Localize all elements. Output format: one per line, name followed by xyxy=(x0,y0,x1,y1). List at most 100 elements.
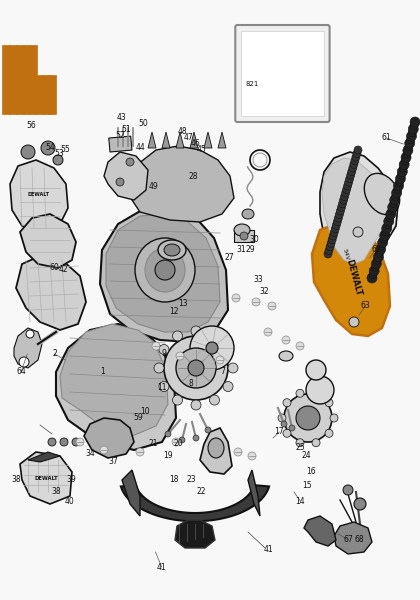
Circle shape xyxy=(401,152,411,163)
Circle shape xyxy=(283,399,291,407)
Circle shape xyxy=(53,155,63,165)
Polygon shape xyxy=(14,328,42,368)
Circle shape xyxy=(351,157,359,165)
Circle shape xyxy=(371,263,379,271)
Circle shape xyxy=(252,298,260,306)
Polygon shape xyxy=(176,132,184,148)
Text: 16: 16 xyxy=(306,467,315,475)
Polygon shape xyxy=(190,132,198,148)
Circle shape xyxy=(165,431,171,437)
Circle shape xyxy=(159,344,169,355)
Text: 33: 33 xyxy=(253,275,263,284)
Text: 31: 31 xyxy=(237,245,246,253)
Ellipse shape xyxy=(155,260,175,280)
Bar xyxy=(36,75,43,114)
Circle shape xyxy=(396,174,405,184)
Polygon shape xyxy=(148,132,156,148)
Ellipse shape xyxy=(145,248,185,292)
Text: 27: 27 xyxy=(224,253,234,262)
Bar xyxy=(2,45,10,114)
Text: 24: 24 xyxy=(302,451,311,461)
Circle shape xyxy=(282,336,290,344)
Circle shape xyxy=(403,150,411,158)
Circle shape xyxy=(339,200,346,208)
Text: 25: 25 xyxy=(296,443,305,451)
Bar xyxy=(16,45,24,114)
Circle shape xyxy=(382,223,392,233)
Text: DEWALT: DEWALT xyxy=(345,259,363,298)
Bar xyxy=(23,45,30,114)
Text: 42: 42 xyxy=(58,265,68,275)
Bar xyxy=(42,75,50,114)
Circle shape xyxy=(353,227,363,237)
Text: 41: 41 xyxy=(157,563,166,571)
Text: 32: 32 xyxy=(260,286,269,295)
Ellipse shape xyxy=(234,224,250,236)
Circle shape xyxy=(336,211,344,218)
Polygon shape xyxy=(16,256,86,330)
Circle shape xyxy=(367,273,377,283)
Bar xyxy=(29,45,37,114)
Circle shape xyxy=(394,185,402,193)
Circle shape xyxy=(325,399,333,407)
Circle shape xyxy=(191,400,201,410)
Circle shape xyxy=(384,216,394,226)
Ellipse shape xyxy=(164,244,180,256)
Text: 22: 22 xyxy=(197,487,206,496)
Circle shape xyxy=(378,238,388,248)
Circle shape xyxy=(159,382,169,391)
Circle shape xyxy=(394,181,404,191)
Polygon shape xyxy=(10,160,68,234)
Circle shape xyxy=(343,185,351,193)
Circle shape xyxy=(324,250,332,258)
Text: 52: 52 xyxy=(115,130,124,139)
Circle shape xyxy=(371,259,381,269)
Circle shape xyxy=(19,357,29,367)
Text: 64: 64 xyxy=(16,367,26,377)
Circle shape xyxy=(369,266,379,276)
Circle shape xyxy=(136,448,144,456)
Circle shape xyxy=(405,143,413,151)
Text: 17: 17 xyxy=(275,427,284,436)
Circle shape xyxy=(173,331,183,341)
Circle shape xyxy=(380,230,390,241)
Text: 54: 54 xyxy=(45,142,55,151)
Ellipse shape xyxy=(284,394,332,442)
Text: DEWALT: DEWALT xyxy=(27,191,49,196)
Text: 41: 41 xyxy=(263,545,273,554)
FancyBboxPatch shape xyxy=(235,25,330,122)
Text: 821: 821 xyxy=(245,81,259,87)
Text: 60: 60 xyxy=(50,263,60,271)
Circle shape xyxy=(41,141,55,155)
Text: 50: 50 xyxy=(138,118,148,127)
Circle shape xyxy=(234,448,242,456)
Polygon shape xyxy=(334,522,372,554)
Circle shape xyxy=(349,164,357,172)
Circle shape xyxy=(403,145,413,155)
Text: 29: 29 xyxy=(245,245,255,253)
Circle shape xyxy=(380,235,388,243)
Ellipse shape xyxy=(188,360,204,376)
Circle shape xyxy=(232,294,240,302)
Ellipse shape xyxy=(176,348,216,388)
Text: 37: 37 xyxy=(108,457,118,467)
Text: DEWALT: DEWALT xyxy=(34,475,58,481)
Circle shape xyxy=(373,252,383,262)
Circle shape xyxy=(223,344,233,355)
Polygon shape xyxy=(162,132,170,148)
Text: 2: 2 xyxy=(52,349,57,358)
Circle shape xyxy=(172,438,180,446)
Polygon shape xyxy=(248,470,260,516)
Circle shape xyxy=(100,446,108,454)
Text: 55: 55 xyxy=(60,145,70,154)
Circle shape xyxy=(397,167,407,176)
Circle shape xyxy=(386,209,396,219)
Circle shape xyxy=(346,175,354,182)
Text: 39: 39 xyxy=(66,475,76,485)
Circle shape xyxy=(193,435,199,441)
Text: 67: 67 xyxy=(344,536,354,545)
Circle shape xyxy=(205,427,211,433)
Text: 1: 1 xyxy=(100,367,105,377)
Circle shape xyxy=(353,149,361,158)
Polygon shape xyxy=(200,428,232,474)
